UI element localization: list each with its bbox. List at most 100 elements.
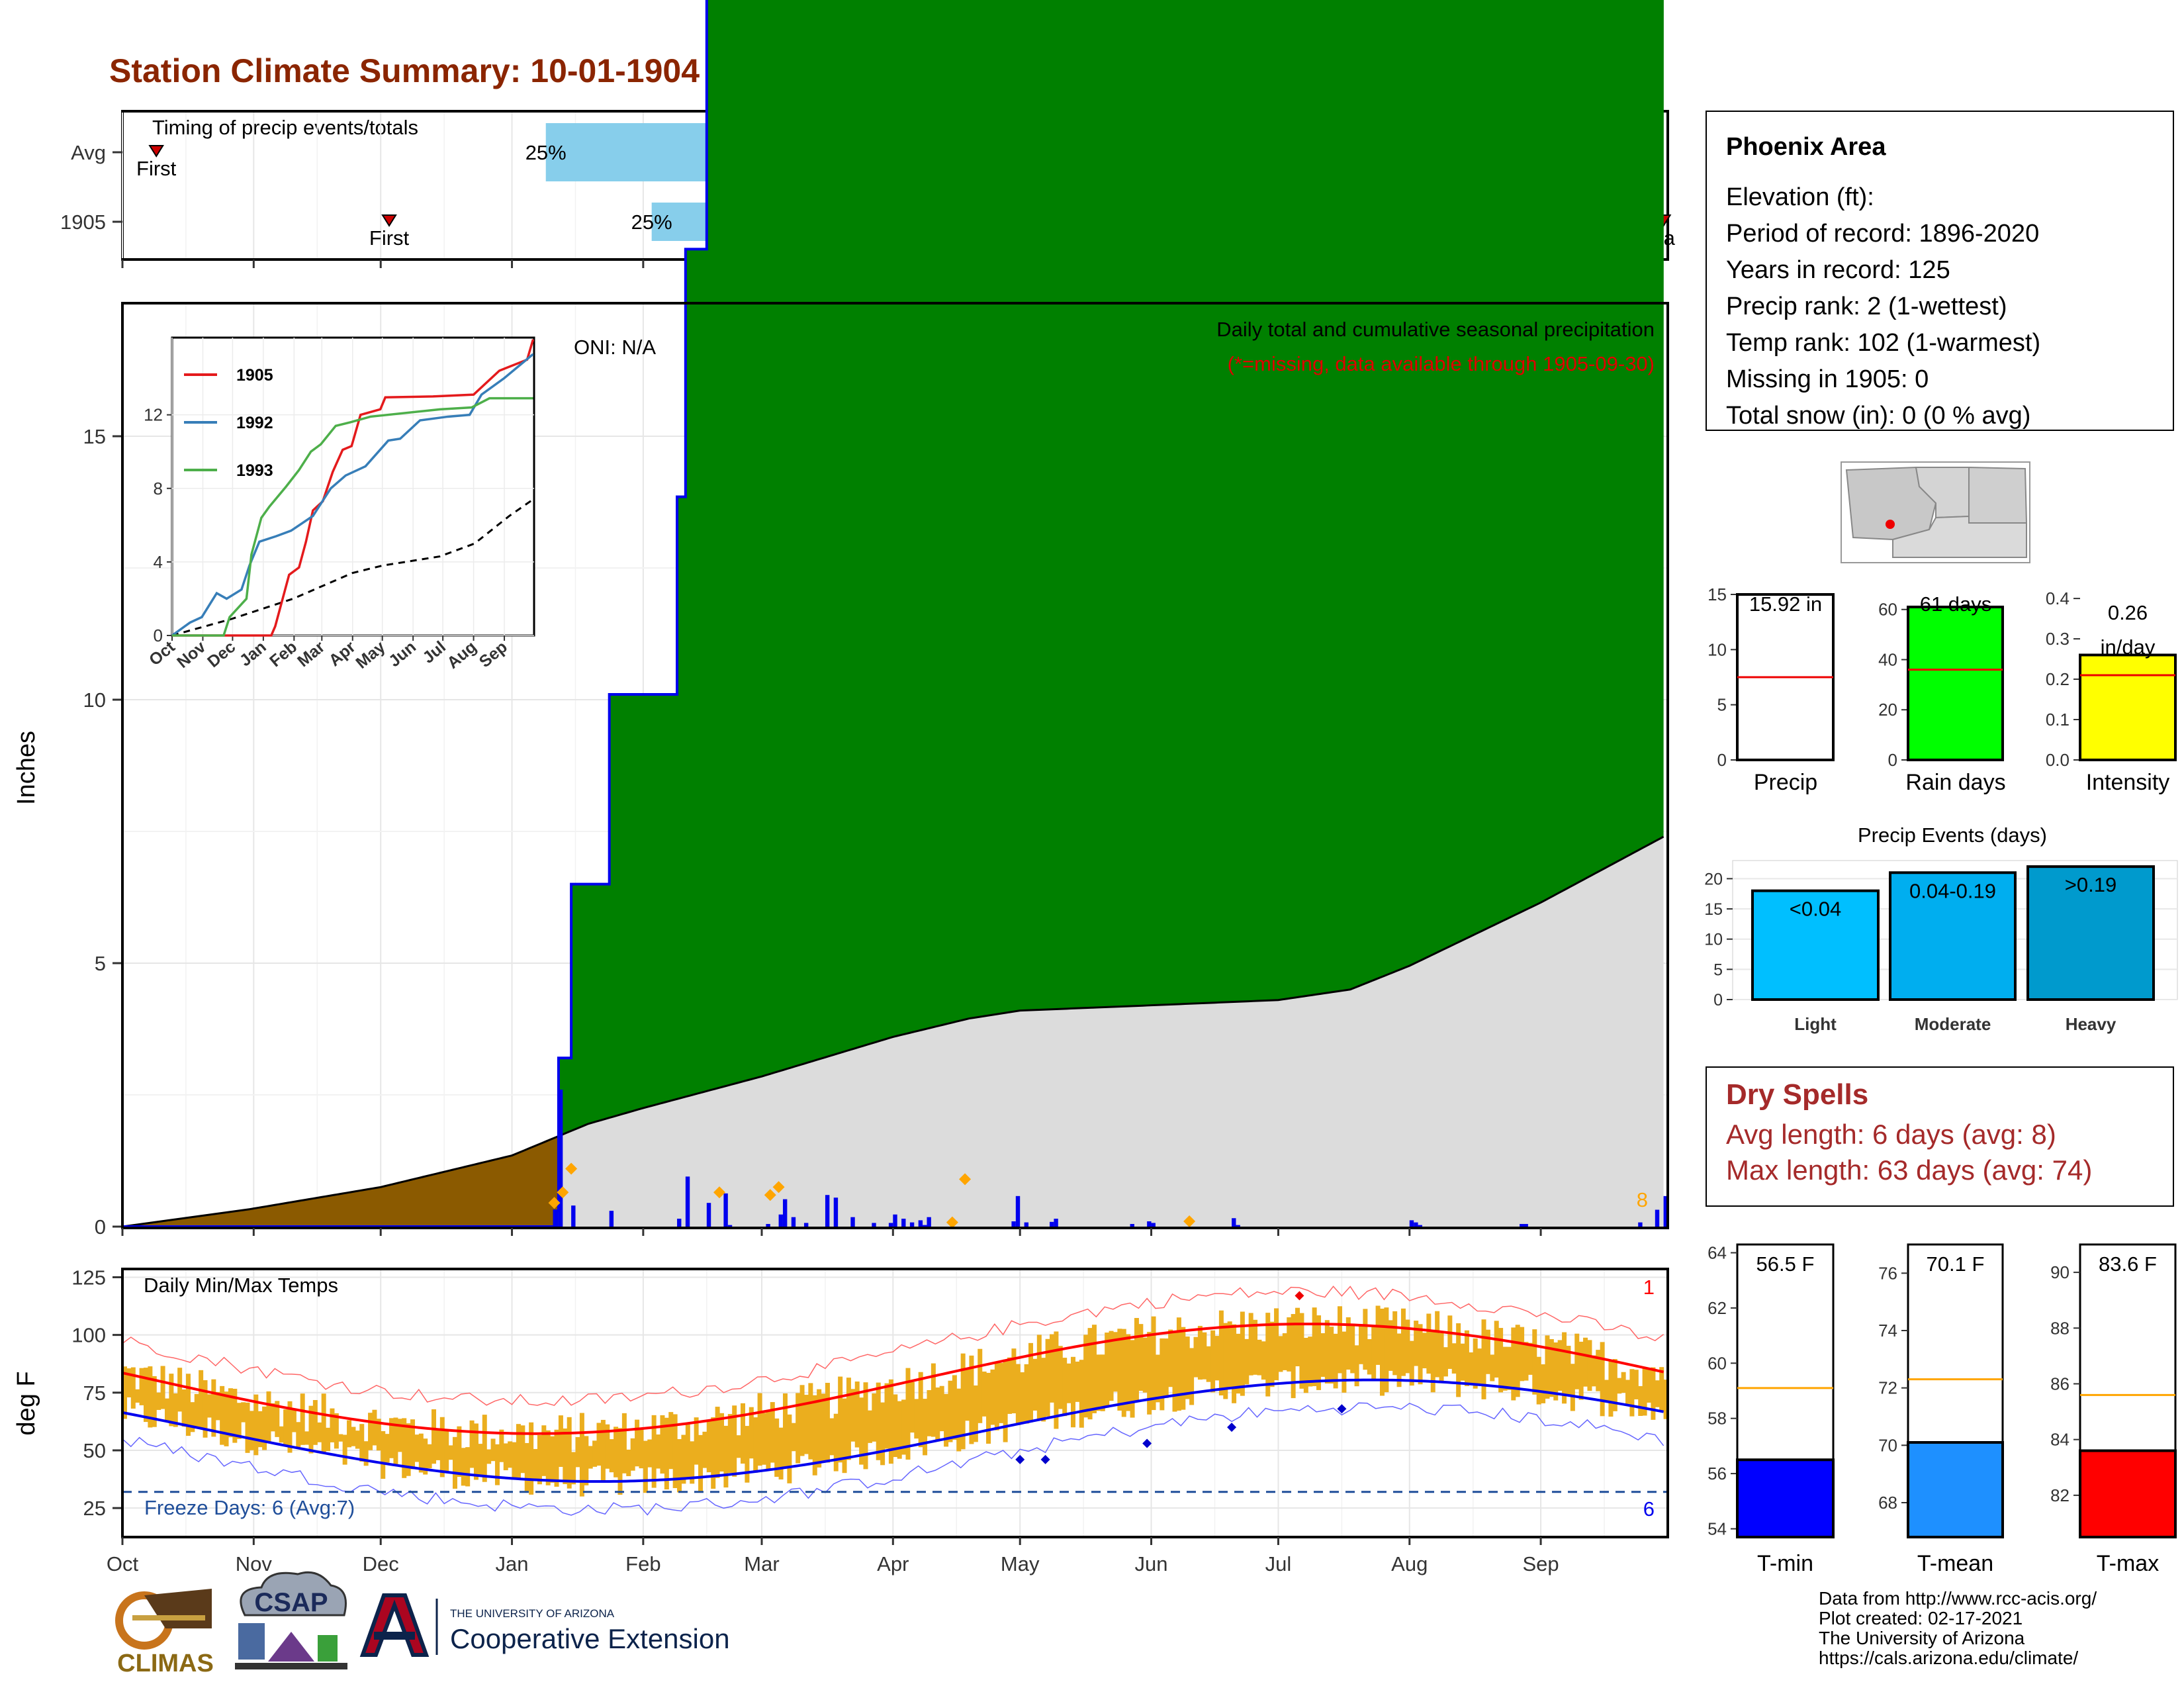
daily-temp-bar xyxy=(1566,1346,1571,1396)
daily-temp-bar xyxy=(1100,1354,1105,1411)
daily-temp-bar xyxy=(1075,1361,1080,1402)
daily-temp-bar xyxy=(160,1366,165,1409)
daily-temp-bar xyxy=(905,1368,911,1460)
inset-x-tick-label: Aug xyxy=(443,637,480,673)
daily-temp-bar xyxy=(732,1405,737,1477)
daily-temp-bar xyxy=(478,1444,483,1477)
daily-temp-bar xyxy=(846,1378,851,1460)
month-axis-label: Jul xyxy=(1265,1552,1292,1575)
precip-panel-subtitle: Daily total and cumulative seasonal prec… xyxy=(1216,318,1655,341)
daily-temp-bar xyxy=(545,1430,551,1485)
timing-row-label: 1905 xyxy=(60,211,106,234)
daily-precip-bar xyxy=(872,1223,876,1227)
daily-normal-marker xyxy=(565,1162,578,1175)
daily-temp-bar xyxy=(164,1398,169,1423)
daily-temp-bar xyxy=(1651,1367,1656,1420)
daily-temp-bar xyxy=(1426,1313,1432,1374)
daily-temp-bar xyxy=(1295,1307,1300,1366)
daily-precip-bar xyxy=(571,1205,576,1227)
daily-temp-bar xyxy=(402,1418,407,1478)
daily-precip-bar xyxy=(909,1222,915,1227)
daily-precip-bar xyxy=(778,1214,783,1227)
daily-temp-bar xyxy=(1007,1357,1013,1414)
temp-summary-tick-label: 74 xyxy=(1878,1321,1897,1340)
temp-summary-value: 70.1 F xyxy=(1927,1252,1985,1276)
daily-temp-bar xyxy=(778,1427,784,1479)
daily-precip-bar xyxy=(1130,1224,1134,1227)
daily-temp-bar xyxy=(884,1383,889,1449)
daily-temp-bar xyxy=(1227,1321,1232,1389)
daily-normal-marker xyxy=(764,1189,776,1201)
temp-summary-tick-label: 88 xyxy=(2050,1318,2070,1338)
daily-temp-bar xyxy=(863,1382,868,1470)
daily-temp-bar xyxy=(681,1434,686,1484)
daily-temp-bar xyxy=(1354,1345,1359,1387)
precip-y-tick-label: 5 xyxy=(95,952,106,975)
daily-temp-bar xyxy=(130,1367,136,1409)
ua-small-text: THE UNIVERSITY OF ARIZONA xyxy=(450,1607,615,1620)
footer-credit-line: Data from http://www.rcc-acis.org/ xyxy=(1819,1588,2097,1609)
daily-temp-bar xyxy=(206,1394,212,1418)
daily-precip-bar xyxy=(782,1199,788,1227)
daily-temp-bar xyxy=(410,1419,416,1470)
daily-temp-bar xyxy=(1655,1380,1660,1407)
daily-temp-bar xyxy=(1629,1369,1635,1417)
precip-y-axis-label: Inches xyxy=(13,731,40,805)
daily-temp-bar xyxy=(782,1393,788,1468)
daily-temp-bar xyxy=(821,1393,826,1463)
daily-precip-bar xyxy=(1638,1222,1643,1227)
footer-credit-line: Plot created: 02-17-2021 xyxy=(1819,1608,2023,1628)
daily-temp-bar xyxy=(414,1434,420,1462)
daily-temp-bar xyxy=(524,1442,529,1491)
daily-temp-bar xyxy=(1342,1331,1347,1393)
inset-series-line-1905 xyxy=(172,339,535,637)
record-low-marker xyxy=(1142,1438,1152,1448)
summary-bar-tick-label: 10 xyxy=(1707,639,1727,659)
daily-temp-bar xyxy=(1303,1338,1308,1393)
climas-logo-text: CLIMAS xyxy=(117,1650,214,1677)
daily-temp-bar xyxy=(215,1391,220,1421)
daily-temp-bar xyxy=(1240,1311,1245,1396)
precip-y-tick-label: 10 xyxy=(83,688,106,712)
daily-temp-bar xyxy=(749,1407,754,1459)
record-low-marker xyxy=(1040,1454,1050,1464)
summary-bar-tick-label: 60 xyxy=(1878,600,1897,620)
daily-temp-bar xyxy=(901,1399,907,1455)
daily-temp-bar xyxy=(1079,1360,1084,1428)
daily-temp-bar xyxy=(1617,1378,1622,1394)
daily-temp-bar xyxy=(1498,1328,1504,1393)
daily-temp-bar xyxy=(461,1448,466,1486)
inset-y-tick-label: 4 xyxy=(154,552,163,572)
summary-bar-tick-label: 0.0 xyxy=(2046,750,2070,770)
daily-temp-bar xyxy=(1367,1338,1372,1375)
daily-temp-bar xyxy=(1015,1364,1021,1425)
footer-credit-line: https://cals.arizona.edu/climate/ xyxy=(1819,1648,2078,1668)
daily-precip-bar xyxy=(1663,1196,1668,1227)
station-name: Phoenix Area xyxy=(1726,133,1886,161)
daily-temp-bar xyxy=(1578,1341,1584,1400)
daily-temp-bar xyxy=(1600,1342,1605,1417)
precip-events-bar-label: <0.04 xyxy=(1790,898,1841,921)
daily-temp-bar xyxy=(499,1429,504,1462)
ua-big-text: Cooperative Extension xyxy=(450,1623,730,1654)
temp-summary-label: T-mean xyxy=(1917,1551,1993,1576)
daily-normal-marker xyxy=(1183,1215,1196,1228)
daily-temp-bar xyxy=(715,1407,720,1478)
daily-temp-bar xyxy=(1418,1324,1423,1385)
timing-p25-label: 25% xyxy=(525,141,567,164)
daily-temp-bar xyxy=(1345,1317,1351,1370)
daily-temp-bar xyxy=(520,1425,525,1474)
climas-logo: CLIMAS xyxy=(115,1589,214,1677)
temperature-panel: deg F 25 50 75 100 125 Daily Min/Max Temps F… xyxy=(13,1266,1669,1538)
daily-normal-marker xyxy=(959,1173,972,1186)
daily-temp-bar xyxy=(363,1441,369,1466)
daily-temp-bar xyxy=(757,1393,762,1466)
month-axis-label: Jan xyxy=(496,1552,529,1575)
daily-temp-bar xyxy=(1562,1332,1567,1404)
station-info-line: Period of record: 1896-2020 xyxy=(1726,220,2039,248)
daily-temp-bar xyxy=(1020,1372,1025,1423)
daily-temp-bar xyxy=(224,1391,229,1446)
daily-temp-bar xyxy=(1625,1380,1631,1404)
summary-bar-tick-label: 5 xyxy=(1717,695,1727,715)
daily-temp-bar xyxy=(939,1385,944,1432)
